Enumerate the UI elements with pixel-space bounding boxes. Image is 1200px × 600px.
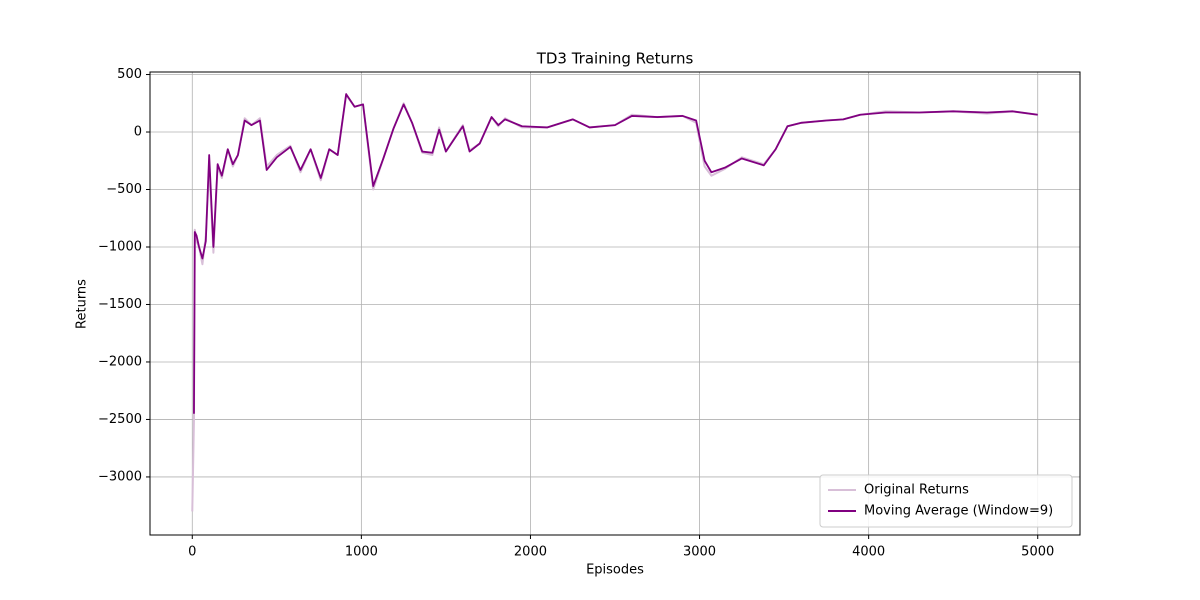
x-tick-label: 1000 — [345, 545, 378, 560]
y-axis-label: Returns — [75, 279, 90, 329]
legend-label: Original Returns — [864, 483, 969, 498]
x-tick-label: 4000 — [852, 545, 885, 560]
x-tick-label: 5000 — [1021, 545, 1054, 560]
y-tick-label: −1500 — [98, 297, 142, 312]
plot-frame — [149, 71, 1081, 536]
series-line — [191, 94, 1038, 512]
x-tick-label: 3000 — [683, 545, 716, 560]
legend-label: Moving Average (Window=9) — [864, 504, 1053, 519]
x-tick-label: 2000 — [514, 545, 547, 560]
y-tick-label: −1000 — [98, 239, 142, 254]
x-axis-label: Episodes — [586, 563, 644, 578]
y-tick-label: 500 — [117, 67, 142, 82]
y-tick-label: −3000 — [98, 469, 142, 484]
y-tick-label: −2000 — [98, 354, 142, 369]
x-tick-label: 0 — [188, 545, 196, 560]
series-line — [193, 93, 1038, 414]
y-tick-label: 0 — [134, 125, 142, 140]
legend-box — [819, 474, 1073, 528]
chart-title: TD3 Training Returns — [536, 50, 694, 68]
y-tick-label: −2500 — [98, 412, 142, 427]
y-tick-label: −500 — [106, 182, 142, 197]
legend: Original Returns Moving Average (Window=9… — [819, 474, 1073, 528]
